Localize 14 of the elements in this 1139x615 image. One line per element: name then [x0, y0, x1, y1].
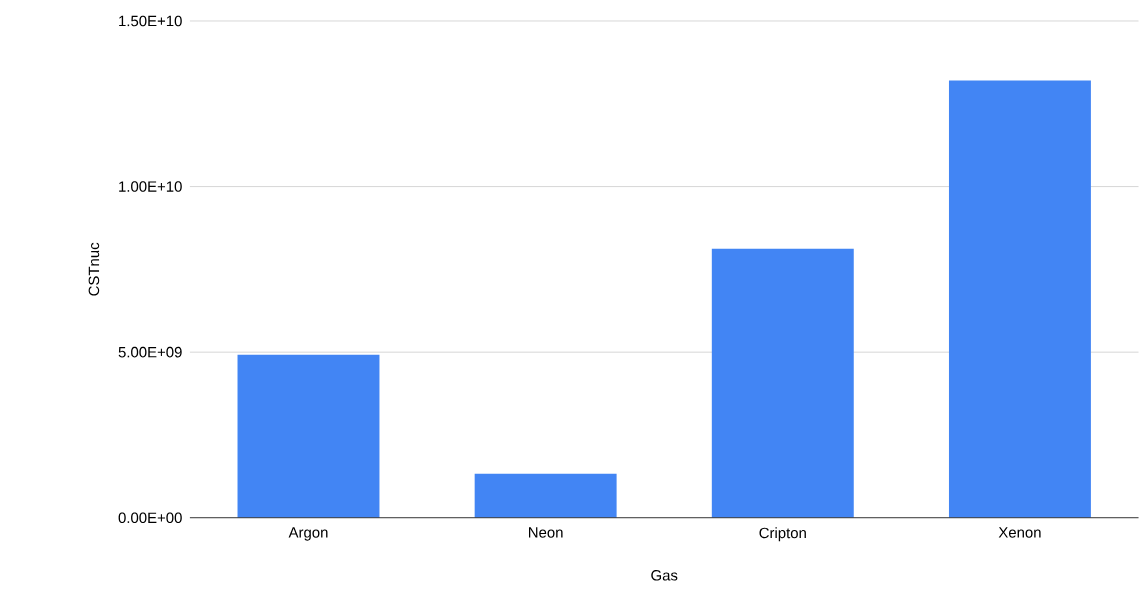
x-tick-label: Neon — [529, 527, 563, 538]
x-tick-label: Xenon — [998, 527, 1041, 538]
bar — [237, 354, 380, 518]
bar — [711, 248, 854, 518]
y-tick-label: 5.00E+09 — [118, 347, 182, 358]
y-tick-label: 1.00E+10 — [119, 181, 182, 192]
y-tick-label: 1.50E+10 — [119, 15, 182, 27]
x-axis-title: Gas — [651, 570, 678, 581]
bar — [948, 80, 1091, 518]
bar — [474, 473, 617, 518]
y-tick-label: 0.00E+00 — [118, 512, 182, 524]
x-tick-label: Cripton — [759, 527, 806, 542]
y-axis-title: CSTnuc — [88, 242, 100, 296]
x-tick-label: Argon — [288, 527, 328, 541]
